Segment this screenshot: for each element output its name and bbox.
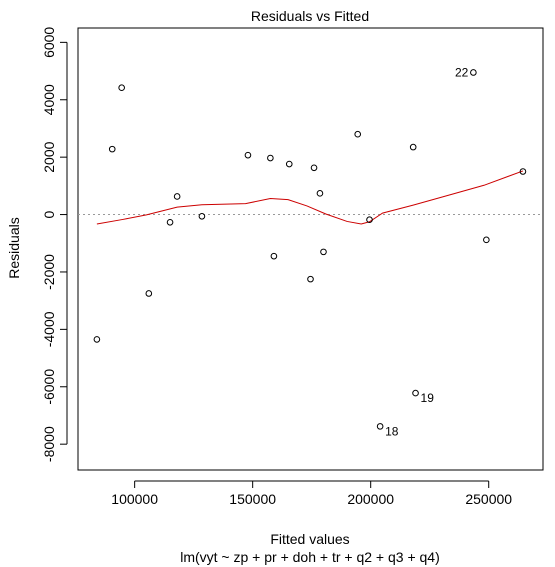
x-axis-label: Fitted values: [270, 531, 349, 547]
x-axis-subtitle: lm(vyt ~ zp + pr + doh + tr + q2 + q3 + …: [180, 549, 440, 565]
data-point: [118, 84, 125, 91]
plot-frame: [77, 27, 544, 471]
data-point: [145, 290, 153, 297]
y-tick-label: -8000: [41, 426, 57, 462]
data-point: [316, 190, 324, 197]
data-point: [173, 193, 181, 200]
data-point: [470, 69, 477, 76]
y-tick-label: -6000: [41, 369, 57, 405]
data-point: [320, 248, 327, 256]
chart-title: Residuals vs Fitted: [251, 8, 369, 24]
y-tick-label: -2000: [41, 254, 57, 290]
x-tick-label: 150000: [229, 491, 276, 507]
data-point: [376, 423, 384, 430]
x-tick-label: 100000: [111, 491, 158, 507]
data-point: [519, 168, 527, 175]
y-tick-label: 6000: [41, 27, 57, 58]
y-axis: -8000 -6000 -4000 -2000 0 2000 4000 6000: [41, 27, 68, 462]
outlier-labels: 22 19 18: [385, 65, 469, 438]
data-point: [412, 389, 419, 397]
point-label: 18: [385, 424, 399, 438]
data-point: [285, 160, 293, 168]
y-tick-label: 4000: [41, 84, 57, 115]
data-point: [166, 219, 174, 226]
x-tick-label: 250000: [465, 491, 512, 507]
data-point: [198, 212, 206, 220]
point-label: 19: [421, 391, 435, 405]
data-point: [409, 143, 417, 151]
y-axis-label: Residuals: [6, 217, 22, 278]
data-point: [354, 130, 362, 138]
y-tick-label: -4000: [41, 311, 57, 347]
x-tick-label: 200000: [347, 491, 394, 507]
data-point: [366, 216, 373, 224]
data-point: [244, 151, 252, 159]
y-tick-label: 2000: [41, 141, 57, 172]
data-point: [307, 275, 314, 283]
smoothed-fit-line: [96, 170, 524, 225]
x-axis: 100000 150000 200000 250000: [111, 480, 512, 507]
data-point: [108, 145, 116, 153]
data-point: [483, 236, 490, 244]
point-label: 22: [455, 65, 469, 79]
data-point: [270, 252, 278, 260]
data-point: [267, 154, 274, 162]
residual-points: [93, 69, 527, 430]
y-tick-label: 0: [41, 210, 57, 218]
data-point: [93, 336, 101, 343]
data-point: [310, 164, 318, 172]
